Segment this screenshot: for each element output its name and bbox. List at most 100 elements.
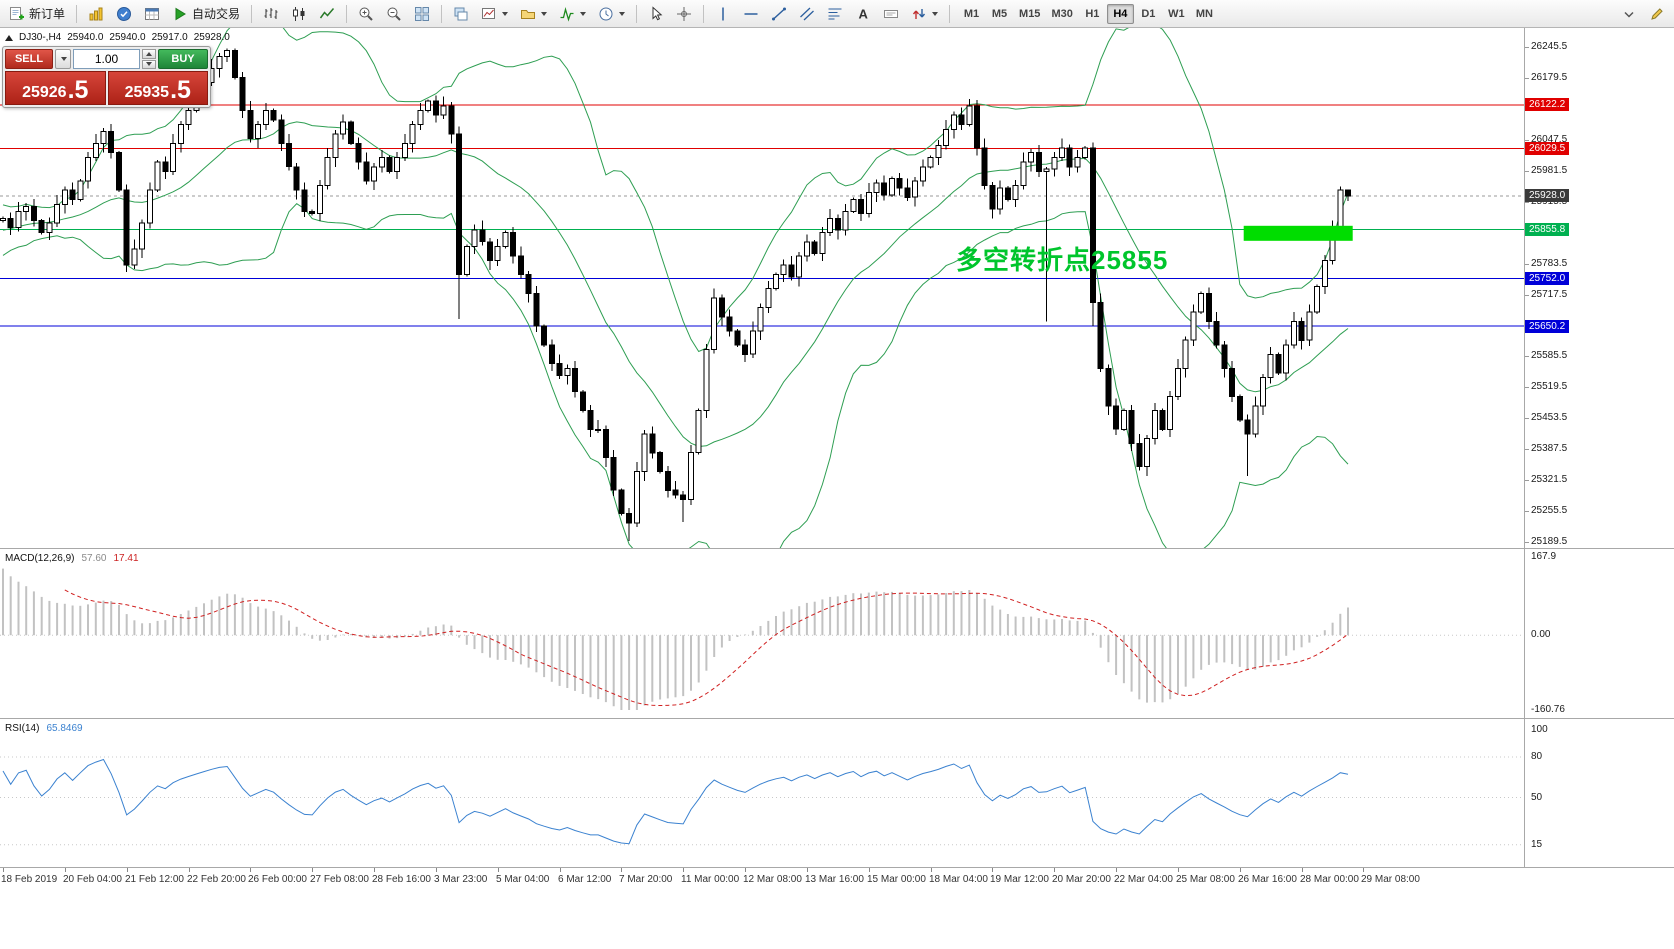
bollinger-upper-band (2, 28, 1349, 353)
timeframe-button-m30[interactable]: M30 (1046, 4, 1077, 24)
time-axis-tick-mark (374, 868, 375, 872)
timeframe-button-m15[interactable]: M15 (1014, 4, 1045, 24)
price-axis-tick-mark (1525, 140, 1529, 141)
data-window-button[interactable] (139, 3, 165, 25)
price-axis-tick-label: 25717.5 (1531, 288, 1568, 300)
macd-main-value: 57.60 (81, 553, 107, 564)
periods-button[interactable] (593, 3, 630, 25)
line-chart-button[interactable] (314, 3, 340, 25)
time-axis-tick-mark (683, 868, 684, 872)
dropdown-caret-icon (932, 11, 939, 16)
customize-toolbar-button[interactable] (1644, 3, 1670, 25)
cascade-windows-button[interactable] (448, 3, 474, 25)
time-axis-tick-mark (127, 868, 128, 872)
fibonacci-tool-button[interactable] (822, 3, 848, 25)
horizontal-line-tool-button[interactable] (738, 3, 764, 25)
sell-price-display[interactable]: 25926.5 (5, 71, 106, 105)
new-order-button[interactable]: 新订单 (4, 3, 70, 25)
autotrading-label: 自动交易 (192, 7, 241, 21)
autotrading-button[interactable]: 自动交易 (167, 3, 245, 25)
market-watch-button[interactable] (111, 3, 137, 25)
price-level-badge: 25752.0 (1525, 271, 1570, 285)
vertical-line-tool-button[interactable] (710, 3, 736, 25)
rsi-canvas (0, 756, 1524, 846)
toolbar-right-group (1616, 3, 1670, 25)
timeframe-button-h1[interactable]: H1 (1079, 4, 1106, 24)
crosshair-tool-button[interactable] (671, 3, 697, 25)
zoom-out-button[interactable] (381, 3, 407, 25)
cursor-tool-button[interactable] (643, 3, 669, 25)
chart-low-value: 25917.0 (151, 32, 188, 43)
time-axis-label: 19 Mar 12:00 (990, 874, 1049, 885)
time-axis-label: 6 Mar 12:00 (558, 874, 612, 885)
fibonacci-icon (828, 8, 842, 19)
price-axis[interactable]: 26245.526179.526113.526047.525981.525915… (1524, 28, 1674, 548)
price-axis-tick-mark (1525, 295, 1529, 296)
macd-axis-label: -160.76 (1531, 704, 1565, 715)
buy-price-display[interactable]: 25935.5 (107, 71, 208, 105)
main-chart-panel: 26245.526179.526113.526047.525981.525915… (0, 28, 1674, 548)
rsi-line (2, 758, 1349, 845)
svg-text:A: A (859, 6, 869, 21)
time-axis-tick-mark (189, 868, 190, 872)
sell-button[interactable]: SELL (5, 49, 53, 69)
main-chart-canvas[interactable] (0, 28, 1524, 548)
indicators-button[interactable] (554, 3, 591, 25)
time-axis-tick-mark (869, 868, 870, 872)
macd-axis[interactable]: 167.9 0.00 -160.76 (1524, 549, 1674, 718)
timeframe-button-h4[interactable]: H4 (1106, 3, 1134, 24)
time-axis-tick-mark (250, 868, 251, 872)
bar-chart-button[interactable] (258, 3, 284, 25)
text-tool-button[interactable]: A (850, 3, 876, 25)
candlestick-chart-button[interactable] (286, 3, 312, 25)
dropdown-caret-icon (60, 57, 67, 61)
dropdown-caret-icon (502, 11, 509, 16)
price-axis-tick-label: 25783.5 (1531, 257, 1568, 269)
charts-button[interactable] (83, 3, 109, 25)
time-axis-label: 25 Mar 08:00 (1176, 874, 1235, 885)
new-chart-button[interactable] (476, 3, 513, 25)
toolbar-separator (703, 4, 705, 23)
caret-up-icon (146, 51, 152, 56)
tile-windows-button[interactable] (409, 3, 435, 25)
macd-panel: 167.9 0.00 -160.76 MACD(12,26,9) 57.60 17.… (0, 548, 1674, 718)
zoom-in-button[interactable] (353, 3, 379, 25)
one-click-collapse-toggle[interactable] (5, 34, 13, 41)
order-type-dropdown-button[interactable] (55, 49, 71, 69)
candlestick-chart-icon (293, 6, 305, 21)
trendline-tool-button[interactable] (766, 3, 792, 25)
chart-text-annotation[interactable]: 多空转折点25855 (956, 245, 1169, 275)
toolbar-overflow-button[interactable] (1616, 3, 1642, 25)
timeframe-button-d1[interactable]: D1 (1135, 4, 1162, 24)
time-axis-label: 22 Mar 04:00 (1114, 874, 1173, 885)
timeframe-button-m1[interactable]: M1 (958, 4, 985, 24)
rsi-axis[interactable]: 100 80 50 15 (1524, 719, 1674, 867)
cascade-windows-icon (454, 7, 468, 20)
price-axis-tick-label: 25321.5 (1531, 474, 1568, 486)
timeframe-button-m5[interactable]: M5 (986, 4, 1013, 24)
new-order-label: 新订单 (29, 7, 66, 21)
time-axis-tick-mark (1178, 868, 1179, 872)
channel-tool-button[interactable] (794, 3, 820, 25)
indicators-icon (560, 6, 574, 22)
timeframe-button-mn[interactable]: MN (1191, 4, 1218, 24)
text-tool-icon: A (859, 6, 869, 21)
arrow-objects-button[interactable] (906, 3, 943, 25)
volume-input[interactable] (73, 49, 140, 69)
chart-symbol-period: DJ30-,H4 (19, 32, 62, 43)
price-axis-tick-label: 26047.5 (1531, 133, 1568, 145)
caret-down-icon (146, 62, 152, 67)
text-label-icon (884, 9, 899, 18)
profiles-button[interactable] (515, 3, 552, 25)
text-label-tool-button[interactable] (878, 3, 904, 25)
timeframe-button-w1[interactable]: W1 (1163, 4, 1190, 24)
price-axis-tick-label: 26179.5 (1531, 71, 1568, 83)
volume-down-button[interactable] (142, 59, 156, 69)
toolbar-separator (251, 4, 253, 23)
rectangle-object[interactable] (1243, 225, 1353, 241)
time-axis[interactable]: 18 Feb 2019 20 Feb 04:00 21 Feb 12:00 22 Fe… (0, 867, 1674, 949)
price-axis-tick-label: 25387.5 (1531, 443, 1568, 455)
price-axis-tick-mark (1525, 418, 1529, 419)
volume-up-button[interactable] (142, 49, 156, 59)
buy-button[interactable]: BUY (158, 49, 208, 69)
